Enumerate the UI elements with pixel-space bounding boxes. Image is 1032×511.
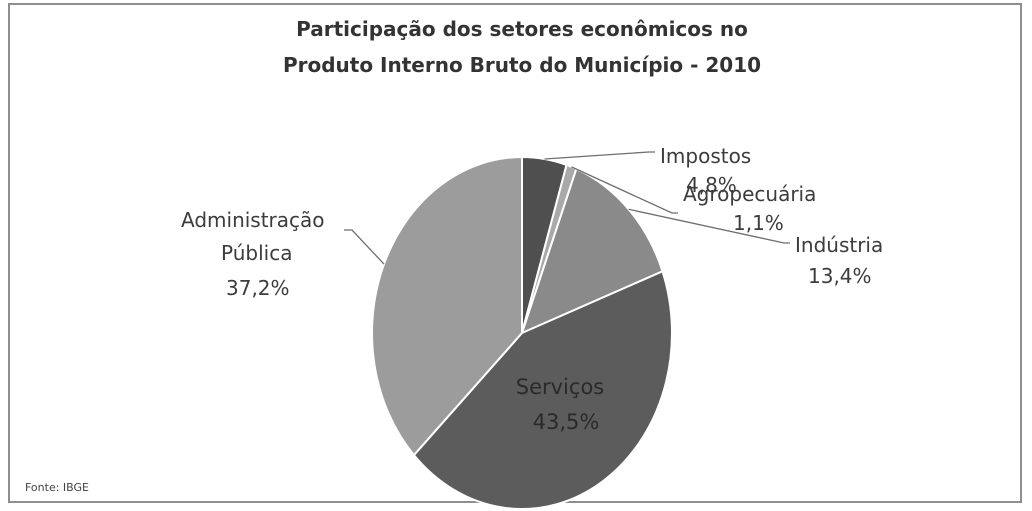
- pie-slices: [371, 155, 673, 510]
- label-servicos-name: Serviços: [516, 375, 604, 399]
- label-administracao-value: 37,2%: [226, 276, 290, 300]
- leader-lines: [344, 151, 790, 265]
- label-administracao-name-line2: Pública: [221, 241, 292, 265]
- leader-administracao-publica: [344, 229, 385, 265]
- chart-subtitle: Produto Interno Bruto do Município - 201…: [283, 53, 761, 77]
- leader-agropecuaria: [571, 166, 678, 214]
- chart-title: Participação dos setores econômicos no: [296, 17, 748, 41]
- label-industria-value: 13,4%: [808, 264, 872, 288]
- leader-impostos: [544, 151, 655, 160]
- label-agropecuaria-name: Agropecuária: [683, 182, 816, 206]
- label-administracao-name: Administração: [181, 208, 325, 232]
- source-note: Fonte: IBGE: [25, 481, 89, 494]
- label-industria-name: Indústria: [795, 233, 883, 257]
- leader-industria: [628, 208, 790, 244]
- slice-servicos: [412, 269, 673, 510]
- label-agropecuaria-value: 1,1%: [733, 211, 784, 235]
- label-impostos-name: Impostos: [660, 144, 751, 168]
- label-servicos-value: 43,5%: [533, 410, 600, 434]
- label-impostos-value: 4,8%: [686, 173, 737, 197]
